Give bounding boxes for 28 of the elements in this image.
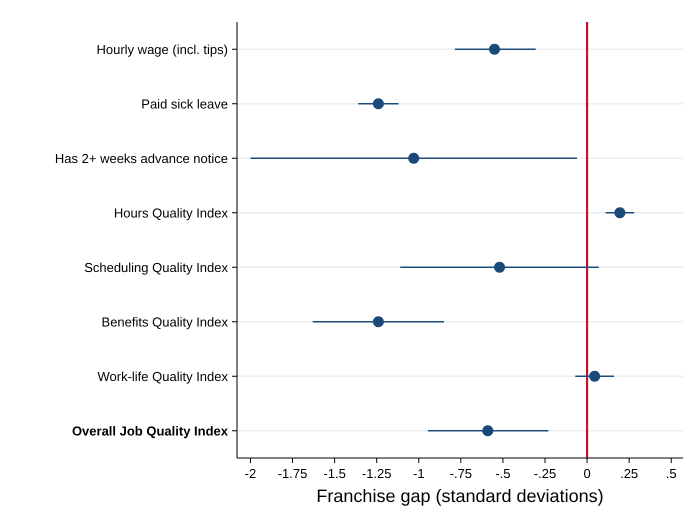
x-axis-title: Franchise gap (standard deviations) — [316, 486, 604, 506]
point — [482, 425, 494, 436]
point — [372, 98, 384, 110]
point — [489, 44, 500, 55]
point — [372, 316, 384, 328]
x-tick-label: -1.75 — [278, 466, 308, 481]
x-tick-label: .25 — [620, 466, 638, 481]
y-tick-label: Scheduling Quality Index — [84, 260, 228, 275]
y-tick-label: Paid sick leave — [141, 96, 228, 112]
x-tick-label: -.75 — [450, 466, 472, 481]
x-tick-label: -.5 — [495, 466, 511, 481]
x-tick-label: -1 — [412, 466, 425, 481]
x-tick-label: 0 — [583, 466, 591, 481]
point — [589, 370, 600, 382]
point — [494, 262, 506, 273]
y-tick-label: Overall Job Quality Index — [72, 423, 229, 438]
x-tick-label: -1.25 — [362, 466, 392, 481]
y-tick-label: Hours Quality Index — [114, 205, 228, 220]
x-tick-label: -2 — [244, 466, 256, 481]
x-tick-label: -.25 — [534, 466, 556, 481]
y-tick-label: Work-life Quality Index — [97, 368, 228, 384]
point — [614, 207, 626, 218]
y-tick-label: Hourly wage (incl. tips) — [96, 42, 228, 57]
point — [408, 152, 420, 164]
y-tick-label: Benefits Quality Index — [102, 314, 228, 330]
x-tick-label: -1.5 — [323, 466, 346, 481]
y-tick-label: Has 2+ weeks advance notice — [54, 150, 228, 166]
x-tick-label: .5 — [666, 466, 677, 481]
